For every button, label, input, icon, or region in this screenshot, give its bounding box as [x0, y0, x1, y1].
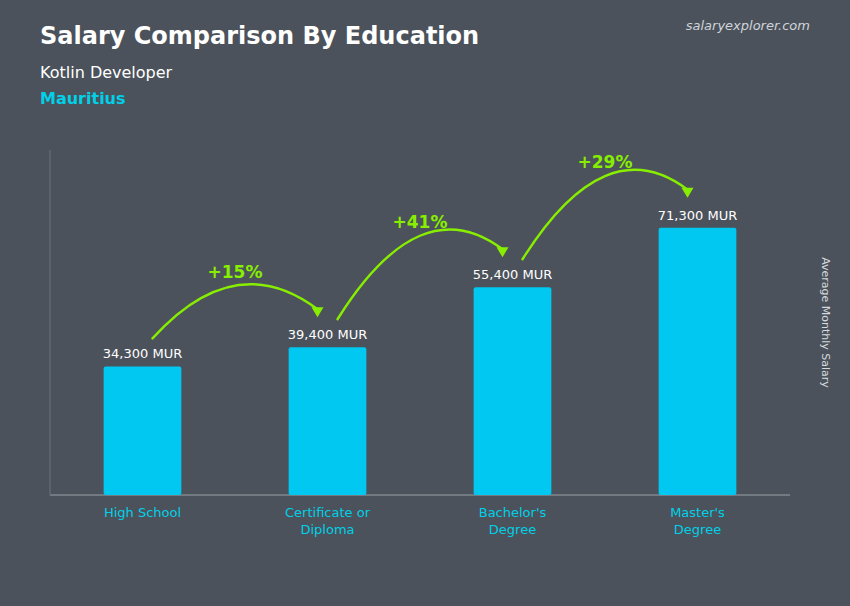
- y-axis-label: Average Monthly Salary: [819, 257, 832, 388]
- value-label: 34,300 MUR: [103, 346, 182, 361]
- x-tick-label-line: Master's: [670, 505, 725, 520]
- location: Mauritius: [40, 89, 126, 108]
- bars: [104, 228, 737, 495]
- bar: [474, 287, 552, 495]
- growth-arc: [153, 284, 318, 338]
- growth-arrowhead: [497, 247, 509, 257]
- subtitle: Kotlin Developer: [40, 63, 173, 82]
- growth-arrowhead: [682, 188, 694, 198]
- bar: [104, 366, 182, 495]
- x-tick-label-line: High School: [104, 505, 181, 520]
- x-tick-label: Bachelor's Degree: [479, 505, 547, 537]
- y-axis: [50, 150, 51, 495]
- value-label: 39,400 MUR: [288, 327, 367, 342]
- growth-arrowhead: [312, 307, 324, 317]
- x-tick-label: Master's Degree: [670, 505, 725, 537]
- x-tick-label-line: Diploma: [300, 522, 354, 537]
- x-tick-label: Certificate or Diploma: [285, 505, 371, 537]
- x-tick-label-line: Certificate or: [285, 505, 371, 520]
- growth-arc: [338, 229, 503, 319]
- bar: [289, 347, 367, 495]
- background: [0, 0, 850, 606]
- growth-arc: [523, 170, 688, 259]
- annotation: +29%: [578, 152, 633, 172]
- x-tick-label-line: Bachelor's: [479, 505, 547, 520]
- chart: Salary Comparison By Education Kotlin Dev…: [0, 0, 850, 606]
- annotation: +15%: [208, 262, 263, 282]
- title: Salary Comparison By Education: [40, 22, 479, 50]
- value-label: 71,300 MUR: [658, 208, 737, 223]
- x-tick-label-line: Degree: [489, 522, 536, 537]
- x-tick-label: High School: [104, 505, 181, 520]
- x-tick-label-line: Degree: [674, 522, 721, 537]
- bar: [659, 228, 737, 495]
- annotation: +41%: [393, 212, 448, 232]
- value-label: 55,400 MUR: [473, 267, 552, 282]
- source: salaryexplorer.com: [686, 18, 810, 33]
